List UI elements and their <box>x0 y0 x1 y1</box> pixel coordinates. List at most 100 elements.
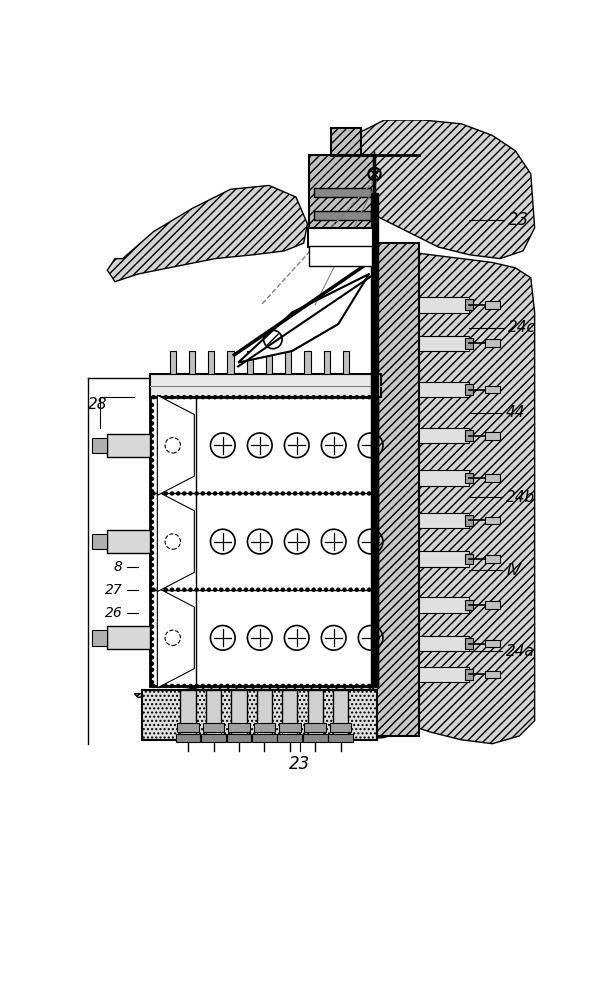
Circle shape <box>176 396 179 399</box>
Circle shape <box>208 396 211 399</box>
Bar <box>303 734 328 742</box>
Bar <box>466 299 473 310</box>
Text: 24c: 24c <box>508 320 536 335</box>
Circle shape <box>368 588 371 591</box>
Bar <box>181 690 196 736</box>
Circle shape <box>373 477 376 480</box>
Circle shape <box>293 396 297 399</box>
Bar <box>107 434 149 457</box>
Circle shape <box>318 684 322 687</box>
Bar <box>304 351 311 374</box>
Circle shape <box>151 527 154 530</box>
Circle shape <box>195 588 198 591</box>
Circle shape <box>226 684 229 687</box>
Circle shape <box>151 508 154 511</box>
Circle shape <box>151 465 154 468</box>
Circle shape <box>170 588 173 591</box>
Circle shape <box>232 396 235 399</box>
Circle shape <box>263 492 266 495</box>
Bar <box>466 430 473 441</box>
Bar <box>419 336 469 351</box>
Bar <box>333 690 349 736</box>
Circle shape <box>257 588 260 591</box>
Circle shape <box>151 428 154 431</box>
Circle shape <box>269 396 272 399</box>
Circle shape <box>373 422 376 425</box>
Bar <box>485 671 500 678</box>
Bar <box>466 669 473 680</box>
Bar <box>466 473 473 483</box>
Bar <box>419 382 469 397</box>
Circle shape <box>208 492 211 495</box>
Circle shape <box>300 684 303 687</box>
Bar <box>485 386 500 393</box>
Bar <box>266 351 272 374</box>
Circle shape <box>312 492 315 495</box>
Circle shape <box>306 492 309 495</box>
Bar <box>485 474 500 482</box>
Circle shape <box>373 416 376 419</box>
Circle shape <box>226 588 229 591</box>
Circle shape <box>251 684 254 687</box>
Bar <box>485 640 500 647</box>
Circle shape <box>300 396 303 399</box>
Circle shape <box>287 396 290 399</box>
Circle shape <box>306 588 309 591</box>
Bar <box>149 397 377 686</box>
Bar <box>285 351 292 374</box>
Bar <box>466 384 473 395</box>
Bar <box>92 630 107 646</box>
Circle shape <box>373 483 376 487</box>
Circle shape <box>373 613 376 616</box>
Bar <box>466 554 473 564</box>
Circle shape <box>373 551 376 554</box>
Circle shape <box>373 656 376 659</box>
Circle shape <box>349 492 352 495</box>
Bar <box>331 128 361 155</box>
Bar <box>328 734 353 742</box>
Circle shape <box>373 459 376 462</box>
Circle shape <box>151 668 154 671</box>
Circle shape <box>183 684 186 687</box>
Circle shape <box>337 492 340 495</box>
Circle shape <box>373 631 376 634</box>
Circle shape <box>214 588 217 591</box>
Bar <box>228 723 250 732</box>
Circle shape <box>373 637 376 641</box>
Circle shape <box>251 588 254 591</box>
Circle shape <box>368 492 371 495</box>
Circle shape <box>201 588 205 591</box>
Circle shape <box>257 492 260 495</box>
Circle shape <box>151 514 154 517</box>
Circle shape <box>373 520 376 523</box>
Circle shape <box>355 588 358 591</box>
Circle shape <box>151 502 154 505</box>
Circle shape <box>151 576 154 579</box>
Bar <box>419 428 469 443</box>
Circle shape <box>373 662 376 665</box>
Bar <box>231 690 247 736</box>
Circle shape <box>275 684 278 687</box>
Circle shape <box>214 684 217 687</box>
Circle shape <box>152 492 155 495</box>
Circle shape <box>158 684 161 687</box>
Circle shape <box>176 684 179 687</box>
Circle shape <box>373 588 376 591</box>
Circle shape <box>373 446 376 450</box>
Circle shape <box>373 539 376 542</box>
Circle shape <box>293 684 297 687</box>
Text: 28: 28 <box>88 397 107 412</box>
Circle shape <box>189 588 192 591</box>
Circle shape <box>373 650 376 653</box>
Circle shape <box>373 607 376 610</box>
Circle shape <box>176 492 179 495</box>
Bar <box>254 723 275 732</box>
Circle shape <box>293 492 297 495</box>
Bar <box>323 351 330 374</box>
Bar <box>419 667 469 682</box>
Polygon shape <box>331 120 535 259</box>
Bar <box>466 338 473 349</box>
Circle shape <box>151 496 154 499</box>
Circle shape <box>368 684 371 687</box>
Circle shape <box>373 453 376 456</box>
